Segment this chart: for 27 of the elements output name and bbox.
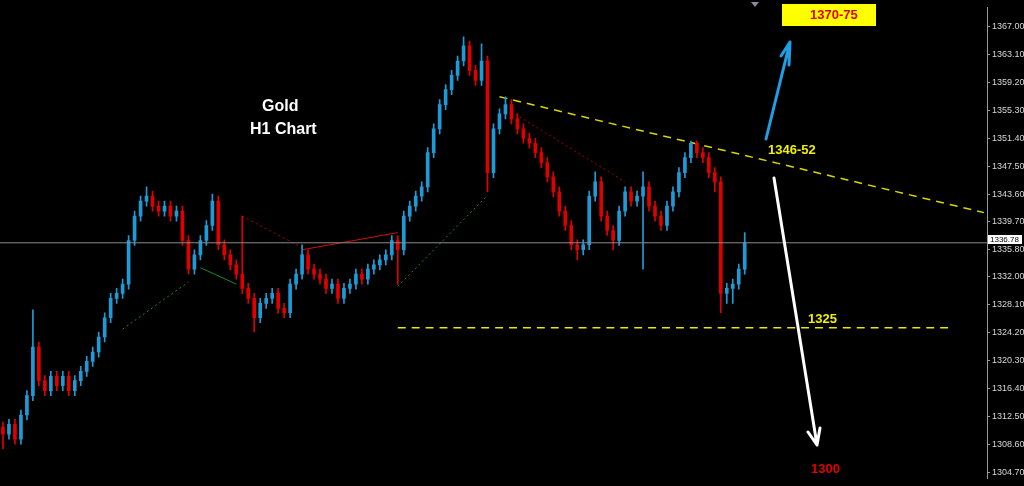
y-tick-label: 1359.20 [992, 76, 1024, 87]
y-tick-label: 1355.30 [992, 104, 1024, 115]
candlestick [240, 215, 245, 294]
y-tick-label: 1328.10 [992, 299, 1024, 310]
candlestick [395, 235, 400, 285]
y-tick-label: 1351.40 [992, 132, 1024, 143]
candlestick [730, 278, 735, 304]
ref-line-label: 1336.78 [988, 234, 1022, 244]
candlestick [641, 171, 645, 270]
y-tick-label: 1312.50 [992, 410, 1024, 421]
y-tick-label: 1316.40 [992, 382, 1024, 393]
y-tick-label: 1332.00 [992, 271, 1024, 282]
y-tick-label: 1347.50 [992, 160, 1024, 171]
text: H1 Chart [250, 120, 317, 137]
y-tick-label: 1367.00 [992, 21, 1024, 32]
y-tick-label: 1304.70 [992, 466, 1024, 477]
text: Gold [262, 97, 299, 114]
y-tick-label: 1324.20 [992, 327, 1024, 338]
annotation: 1325 [808, 311, 837, 326]
y-tick-label: 1335.80 [992, 244, 1024, 255]
y-tick-label: 1308.60 [992, 438, 1024, 449]
y-tick-label: 1339.70 [992, 216, 1024, 227]
annotation: 1300 [811, 461, 840, 476]
annotation: 1346-52 [768, 142, 816, 157]
y-tick-label: 1320.30 [992, 355, 1024, 366]
y-tick-label: 1363.10 [992, 49, 1024, 60]
y-tick-label: 1343.60 [992, 188, 1024, 199]
